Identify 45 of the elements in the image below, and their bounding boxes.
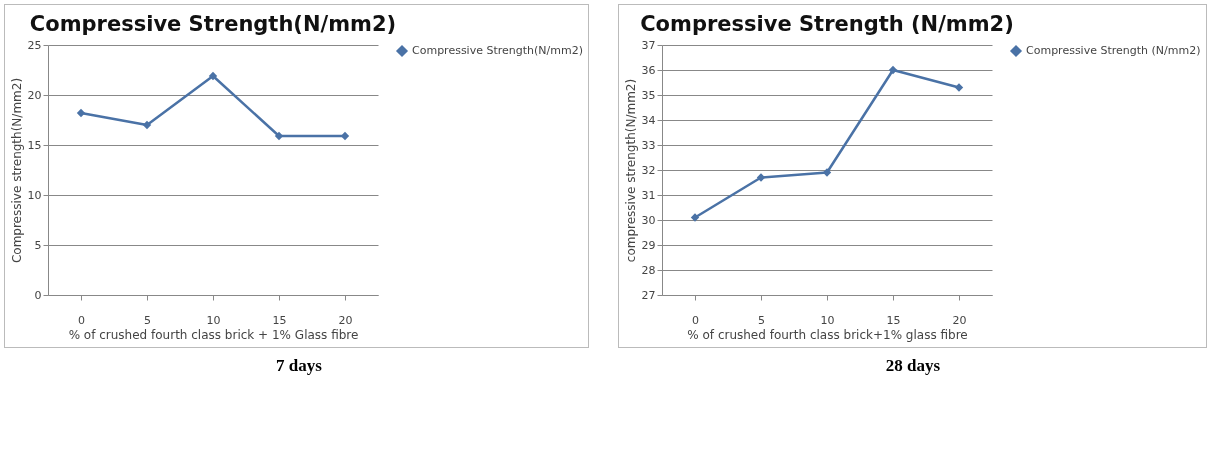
y-tick-label: 25 <box>27 38 42 52</box>
legend-label: Compressive Strength (N/mm2) <box>1026 44 1201 57</box>
y-tick-label: 31 <box>641 188 656 202</box>
text: 7 days <box>275 356 323 376</box>
point <box>822 168 832 177</box>
y-tick-label: 30 <box>641 213 656 227</box>
point <box>888 65 898 75</box>
x-axis-title: % of crushed fourth class brick+1% glass fibre <box>687 327 968 342</box>
x-tick-label: 10 <box>206 313 221 327</box>
x-tick-label: 15 <box>886 313 901 327</box>
y-tick-label: 10 <box>27 188 42 202</box>
y-tick-label: 34 <box>641 113 656 127</box>
y-tick-label: 33 <box>641 138 656 152</box>
point <box>690 213 700 222</box>
x-tick-label: 20 <box>338 313 353 327</box>
y-tick-label: 5 <box>34 238 42 252</box>
point <box>142 120 152 130</box>
x-tick-label: 0 <box>78 313 85 327</box>
x-tick-label: 5 <box>758 313 765 327</box>
y-tick-label: 28 <box>641 263 656 277</box>
y-axis-title: Compressive strength(N/mm2) <box>9 77 24 264</box>
y-axis-title: compressive strength(N/mm2) <box>623 78 638 263</box>
y-tick-label: 32 <box>641 163 656 177</box>
x-tick-label: 10 <box>820 313 835 327</box>
x-tick-label: 15 <box>272 313 287 327</box>
legend-label: Compressive Strength(N/mm2) <box>412 44 583 57</box>
y-tick-label: 20 <box>27 88 42 102</box>
chart-title: Compressive Strength (N/mm2) <box>640 12 1014 36</box>
y-tick-label: 0 <box>34 288 42 302</box>
point <box>954 83 964 92</box>
y-tick-label: 35 <box>641 88 656 102</box>
y-tick-label: 29 <box>641 238 656 252</box>
x-axis-title: % of crushed fourth class brick + 1% Glass fibre <box>68 327 359 342</box>
text: 28 days <box>884 356 942 376</box>
point <box>76 108 86 118</box>
y-tick-label: 27 <box>641 288 656 302</box>
x-tick-label: 0 <box>692 313 699 327</box>
point <box>208 71 218 81</box>
x-tick-label: 20 <box>952 313 967 327</box>
x-tick-label: 5 <box>144 313 151 327</box>
y-tick-label: 36 <box>641 63 656 77</box>
y-tick-label: 15 <box>27 138 42 152</box>
point <box>756 173 766 182</box>
y-tick-label: 37 <box>641 38 656 52</box>
chart-title: Compressive Strength(N/mm2) <box>29 12 397 36</box>
